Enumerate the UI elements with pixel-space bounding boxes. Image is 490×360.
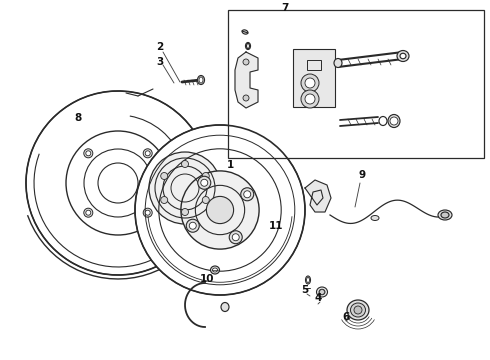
Circle shape — [244, 191, 251, 198]
Circle shape — [201, 179, 208, 186]
Ellipse shape — [317, 287, 327, 297]
Text: 11: 11 — [269, 221, 283, 231]
Circle shape — [241, 188, 254, 201]
Circle shape — [229, 231, 242, 244]
Circle shape — [84, 208, 93, 217]
Ellipse shape — [211, 266, 220, 274]
Ellipse shape — [245, 42, 250, 49]
Circle shape — [145, 151, 150, 156]
Text: 9: 9 — [359, 170, 366, 180]
Circle shape — [189, 222, 196, 229]
Text: 1: 1 — [226, 160, 234, 170]
Circle shape — [84, 149, 93, 158]
Text: 3: 3 — [156, 57, 164, 67]
Circle shape — [305, 94, 315, 104]
Ellipse shape — [347, 300, 369, 320]
Ellipse shape — [246, 44, 249, 49]
Text: 10: 10 — [200, 274, 214, 284]
Ellipse shape — [350, 303, 366, 317]
Circle shape — [86, 151, 91, 156]
Ellipse shape — [242, 30, 248, 34]
Circle shape — [243, 95, 249, 101]
Circle shape — [206, 197, 234, 224]
Ellipse shape — [388, 114, 400, 127]
Circle shape — [149, 152, 221, 224]
Polygon shape — [305, 180, 331, 212]
Circle shape — [243, 59, 249, 65]
Ellipse shape — [213, 268, 218, 272]
Circle shape — [202, 172, 209, 180]
Circle shape — [181, 171, 259, 249]
Circle shape — [181, 208, 189, 216]
Text: 2: 2 — [156, 42, 164, 52]
Circle shape — [86, 210, 91, 215]
Ellipse shape — [441, 212, 449, 218]
Ellipse shape — [438, 210, 452, 220]
Ellipse shape — [334, 58, 342, 68]
Circle shape — [390, 117, 398, 125]
Text: 8: 8 — [74, 113, 82, 123]
Circle shape — [161, 172, 168, 180]
Ellipse shape — [400, 53, 406, 59]
Circle shape — [232, 234, 239, 241]
Ellipse shape — [371, 216, 379, 220]
Text: 4: 4 — [314, 293, 322, 303]
Ellipse shape — [354, 306, 362, 314]
Text: 5: 5 — [301, 285, 309, 295]
Bar — [307, 60, 321, 70]
Circle shape — [143, 208, 152, 217]
Circle shape — [198, 176, 211, 189]
Circle shape — [181, 161, 189, 167]
Circle shape — [143, 149, 152, 158]
Ellipse shape — [199, 77, 203, 83]
Circle shape — [301, 90, 319, 108]
Circle shape — [145, 210, 150, 215]
Ellipse shape — [197, 76, 204, 85]
Ellipse shape — [305, 276, 311, 284]
Circle shape — [301, 74, 319, 92]
Ellipse shape — [397, 50, 409, 62]
Text: 7: 7 — [281, 3, 289, 13]
Circle shape — [319, 289, 324, 294]
Text: 6: 6 — [343, 312, 350, 322]
Ellipse shape — [307, 278, 310, 283]
Ellipse shape — [221, 302, 229, 311]
Circle shape — [186, 219, 199, 232]
Circle shape — [161, 197, 168, 203]
Polygon shape — [235, 52, 258, 108]
Bar — [293, 49, 335, 107]
Circle shape — [26, 91, 210, 275]
Circle shape — [202, 197, 209, 203]
Ellipse shape — [319, 289, 325, 295]
Bar — [228, 10, 484, 158]
Circle shape — [135, 125, 305, 295]
Circle shape — [305, 78, 315, 88]
